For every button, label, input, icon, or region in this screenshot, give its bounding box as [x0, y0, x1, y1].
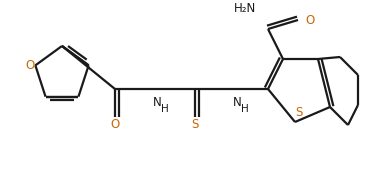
Text: O: O [26, 59, 35, 72]
Text: O: O [110, 118, 120, 132]
Text: H₂N: H₂N [234, 2, 256, 16]
Text: S: S [295, 105, 303, 118]
Text: H: H [161, 104, 169, 114]
Text: N: N [153, 96, 161, 110]
Text: O: O [305, 13, 315, 27]
Text: N: N [233, 96, 241, 110]
Text: S: S [191, 118, 199, 132]
Text: H: H [241, 104, 249, 114]
